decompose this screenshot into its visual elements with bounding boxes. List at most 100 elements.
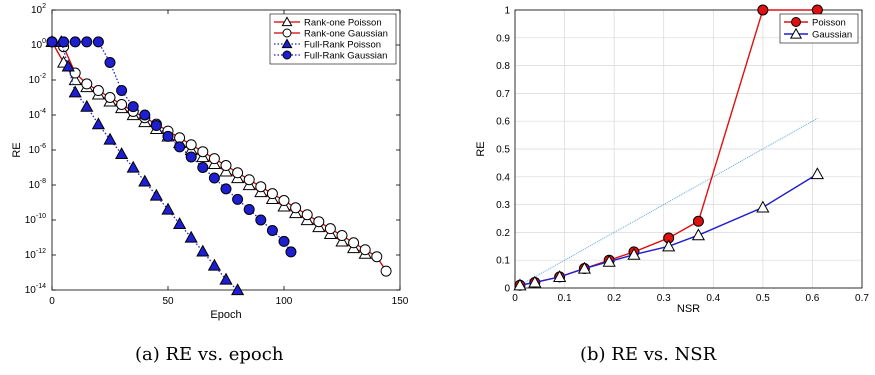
data-point-a-1	[278, 195, 290, 207]
x-tick-label-b: 0.2	[607, 293, 621, 304]
y-axis-label-a: RE	[11, 142, 23, 157]
data-point-a-2	[115, 147, 129, 159]
data-point-a-3	[285, 246, 297, 258]
data-point-a-1	[92, 85, 104, 97]
data-point-a-2	[207, 258, 221, 271]
legend-label-a: Full-Rank Gaussian	[304, 51, 387, 62]
legend-label-a: Rank-one Gaussian	[304, 29, 388, 40]
x-tick-label-a: 100	[276, 296, 293, 307]
x-tick-label-b: 0.4	[706, 293, 720, 304]
y-tick-label-b: 1	[504, 6, 510, 17]
data-point-a-2	[231, 283, 245, 296]
data-point-a-1	[232, 167, 244, 179]
data-point-a-3	[116, 85, 128, 97]
caption-a: (a) RE vs. epoch	[135, 344, 284, 365]
data-point-a-2	[80, 99, 94, 112]
x-axis-label-b: NSR	[677, 303, 700, 315]
data-point-b-1	[602, 254, 616, 267]
y-tick-label-b: 0.5	[496, 145, 510, 156]
y-tick-label-b: 0.3	[496, 200, 510, 211]
data-point-a-1	[336, 230, 348, 242]
y-tick-label-b: 0	[504, 284, 510, 295]
y-tick-label-b: 0.8	[496, 61, 510, 72]
series-line-a-3	[52, 41, 292, 253]
data-point-a-1	[301, 209, 313, 221]
legend-label-b: Poisson	[812, 18, 846, 29]
y-tick-label-a: 100	[31, 38, 46, 51]
caption-b: (b) RE vs. NSR	[580, 344, 717, 365]
series-line-b-1	[519, 173, 818, 286]
y-tick-label-a: 10-4	[29, 108, 46, 121]
data-point-a-2	[219, 272, 233, 285]
x-tick-label-b: 0	[512, 293, 518, 304]
data-point-a-2	[68, 85, 82, 98]
data-point-a-3	[278, 235, 290, 247]
data-point-b-0	[692, 215, 704, 227]
data-point-b-1	[577, 261, 591, 274]
series-b-1	[513, 167, 824, 291]
data-point-b-1	[691, 228, 706, 241]
data-point-a-3	[255, 214, 267, 226]
legend-marker-b	[789, 27, 803, 39]
data-point-a-1	[104, 92, 116, 103]
y-tick-label-a: 10-2	[29, 73, 46, 86]
data-point-a-3	[58, 36, 70, 48]
y-axis-label-b: RE	[475, 141, 487, 156]
data-point-a-2	[61, 59, 75, 72]
legend-label-a: Full-Rank Poisson	[304, 40, 381, 51]
data-point-b-1	[553, 270, 567, 282]
x-tick-label-a: 0	[49, 296, 55, 307]
data-point-a-1	[255, 181, 267, 193]
series-a-2	[45, 35, 245, 296]
legend-label-b: Gaussian	[812, 30, 852, 41]
data-point-a-3	[174, 141, 186, 153]
data-point-a-2	[91, 117, 105, 130]
data-point-a-0	[68, 73, 82, 86]
chart-re-vs-nsr: 0 0.1 0.2 0.3 0.4 0.5 0.6 0.7 0 0.1 0.2 0.3 0.4 0.5 0.…	[475, 4, 869, 315]
data-point-a-3	[92, 36, 104, 48]
data-point-a-3	[208, 172, 220, 184]
data-point-a-1	[359, 244, 371, 256]
legend-marker-a	[282, 50, 292, 60]
y-tick-label-b: 0.7	[496, 89, 510, 100]
y-tick-label-b: 0.2	[496, 228, 510, 239]
y-tick-label-b: 0.9	[496, 33, 510, 44]
y-tick-label-a: 10-6	[29, 143, 46, 156]
x-tick-label-b: 0.1	[558, 293, 572, 304]
data-point-a-2	[196, 244, 210, 257]
data-point-a-3	[232, 193, 244, 205]
data-point-a-1	[290, 202, 302, 214]
data-point-b-1	[627, 247, 641, 260]
series-line-a-0	[51, 41, 366, 255]
data-point-b-0	[811, 4, 823, 16]
data-point-a-3	[220, 183, 232, 195]
data-point-b-1	[810, 167, 824, 180]
y-tick-label-a: 10-8	[29, 178, 46, 191]
x-tick-label-b: 0.7	[855, 293, 869, 304]
legend-marker-a	[281, 16, 293, 27]
data-point-a-1	[348, 237, 360, 249]
plot-area-b	[514, 9, 863, 289]
legend-marker-a	[282, 28, 292, 38]
data-point-b-1	[756, 200, 770, 213]
legend-marker-a	[281, 38, 293, 49]
data-point-a-3	[104, 57, 116, 68]
x-tick-label-a: 50	[162, 296, 174, 307]
x-tick-label-b: 0.5	[756, 293, 770, 304]
data-point-a-3	[46, 36, 58, 48]
series-a-3	[46, 36, 297, 258]
data-point-a-1	[174, 132, 186, 144]
data-point-a-3	[162, 130, 174, 142]
y-tick-label-a: 10-12	[25, 248, 46, 261]
data-point-a-1	[324, 223, 336, 235]
data-point-a-1	[371, 251, 383, 263]
data-point-a-3	[127, 101, 139, 113]
data-point-a-1	[243, 174, 255, 186]
data-point-a-1	[380, 265, 392, 277]
data-point-a-2	[173, 217, 187, 229]
x-tick-label-a: 150	[392, 296, 409, 307]
data-point-a-2	[138, 174, 152, 187]
y-tick-label-b: 0.1	[496, 256, 510, 267]
